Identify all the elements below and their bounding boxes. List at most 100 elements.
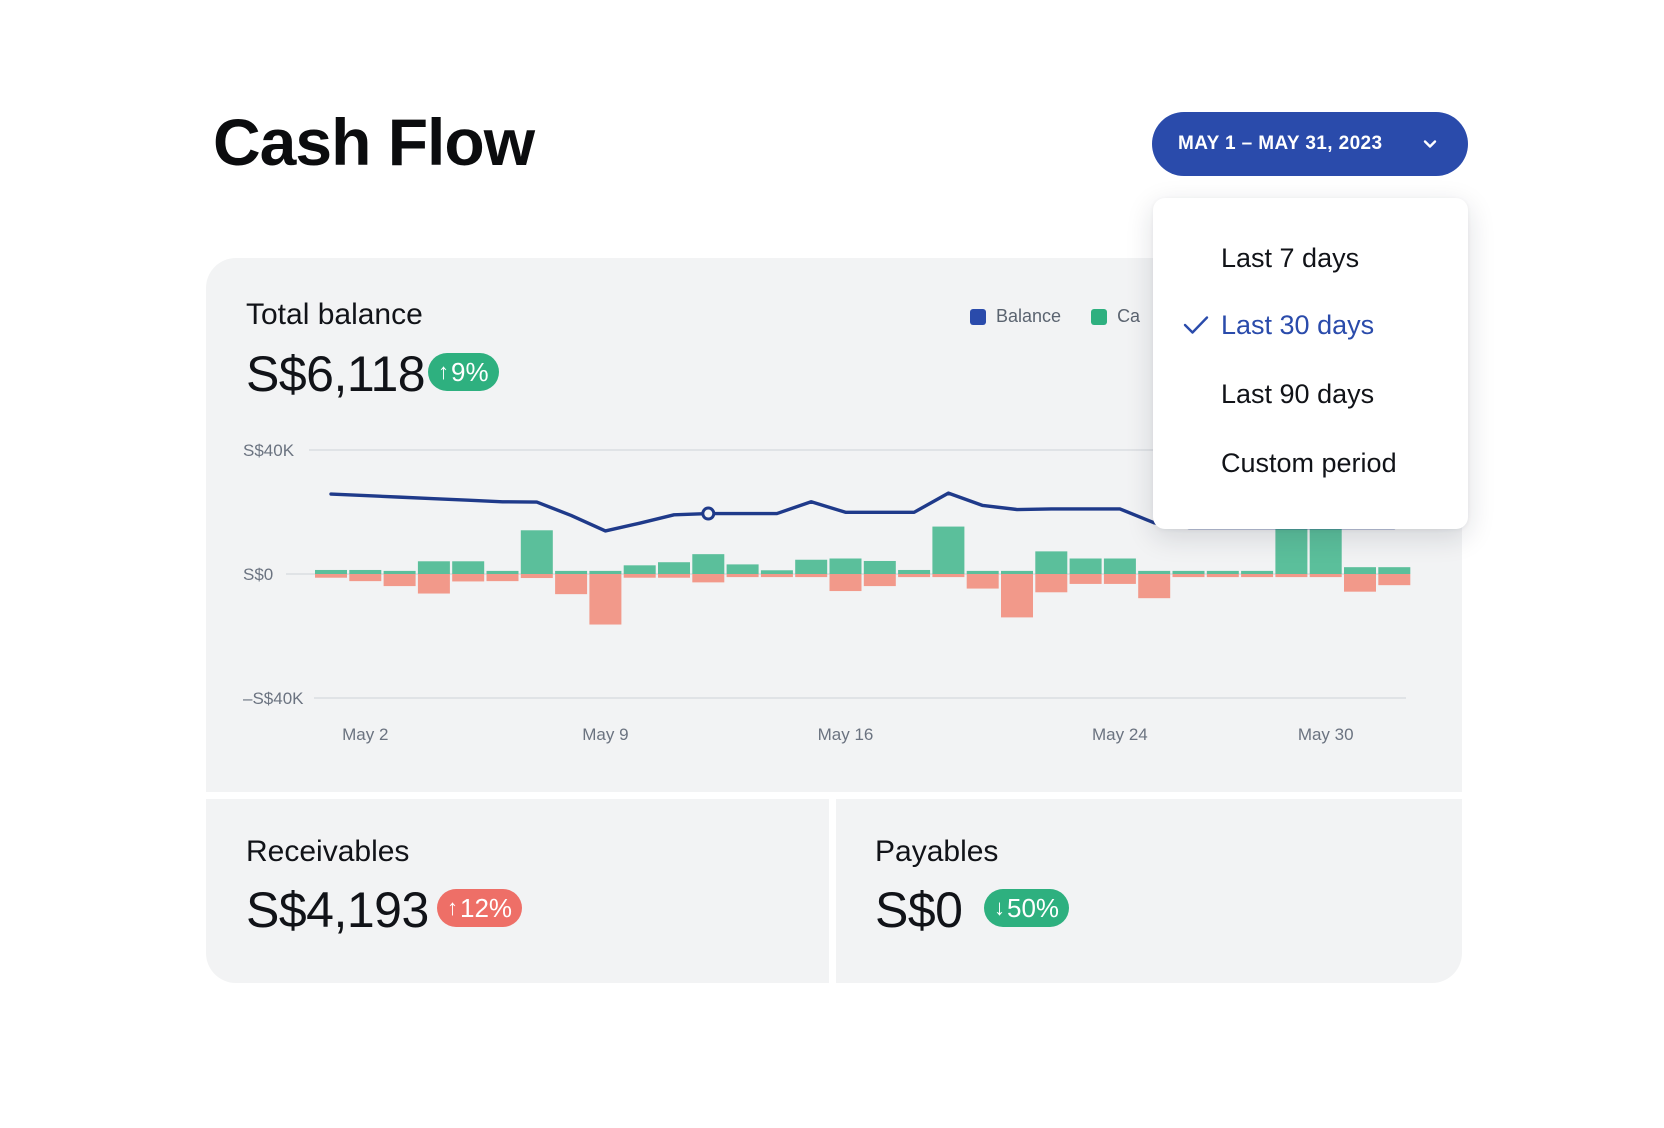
bar-cash-out (520, 574, 553, 579)
bar-cash-out (417, 574, 450, 594)
date-range-dropdown: Last 7 days Last 30 days Last 90 days Cu… (1153, 198, 1468, 529)
dropdown-option-last-30-days[interactable]: Last 30 days (1153, 297, 1468, 353)
y-tick-label: –S$40K (243, 689, 304, 708)
bar-cash-out (1344, 574, 1376, 592)
bar-cash-in (1309, 528, 1342, 574)
bar-cash-in (795, 559, 828, 574)
receivables-card (206, 799, 829, 983)
bar-cash-in (1103, 558, 1136, 574)
bar-cash-out (1035, 574, 1068, 593)
bar-cash-out (829, 574, 862, 592)
chart-legend: Balance Ca (970, 306, 1160, 327)
legend-item-cash: Ca (1091, 306, 1140, 327)
bar-cash-in (520, 530, 553, 574)
bar-cash-out (1241, 574, 1274, 578)
checkmark-icon (1183, 316, 1209, 334)
total-balance-amount: S$6,118 (246, 346, 426, 402)
bar-cash-in (383, 570, 416, 574)
bar-cash-in (589, 570, 622, 574)
bar-cash-out (623, 574, 656, 578)
payables-label: Payables (875, 835, 999, 868)
dropdown-option-last-90-days[interactable]: Last 90 days (1153, 366, 1468, 422)
legend-label-cash: Ca (1117, 306, 1141, 326)
dropdown-option-label: Custom period (1221, 447, 1397, 478)
bar-cash-out (349, 574, 382, 582)
bar-cash-out (486, 574, 519, 582)
bar-cash-in (863, 560, 896, 574)
bar-cash-in (829, 558, 862, 574)
bar-cash-out (1275, 574, 1308, 578)
page-title: Cash Flow (213, 105, 535, 179)
y-tick-label: S$40K (243, 441, 295, 460)
x-tick-label: May 9 (582, 725, 628, 744)
dropdown-option-label: Last 90 days (1221, 378, 1375, 409)
arrow-up-icon: ↑ (438, 359, 449, 384)
payables-card (836, 799, 1462, 983)
receivables-amount: S$4,193 (246, 882, 429, 938)
dropdown-option-last-7-days[interactable]: Last 7 days (1153, 230, 1468, 286)
bar-cash-in (1035, 551, 1068, 574)
receivables-label: Receivables (246, 835, 410, 868)
dropdown-option-custom-period[interactable]: Custom period (1153, 435, 1468, 491)
bar-cash-out (658, 574, 690, 578)
total-balance-change-badge: ↑ 9% (428, 353, 499, 391)
arrow-down-icon: ↓ (994, 895, 1005, 920)
bar-cash-out (760, 574, 793, 578)
bar-cash-out (555, 574, 588, 595)
bar-cash-out (726, 574, 759, 578)
legend-swatch-balance (970, 308, 986, 325)
bar-cash-in (452, 561, 485, 574)
bar-cash-in (486, 570, 519, 574)
bar-cash-in (966, 570, 999, 574)
dropdown-option-label: Last 30 days (1221, 309, 1375, 340)
bar-cash-in (658, 562, 690, 574)
legend-swatch-cash (1091, 308, 1108, 325)
bar-cash-in (1138, 570, 1171, 574)
bar-cash-out (932, 574, 965, 578)
bar-cash-in (1378, 567, 1411, 574)
bar-cash-out (1001, 574, 1033, 618)
payables-amount: S$0 (875, 882, 963, 938)
receivables-change: 12% (460, 892, 513, 923)
payables-change-badge: ↓ 50% (984, 889, 1070, 927)
bar-cash-in (898, 569, 931, 574)
x-tick-label: May 30 (1298, 725, 1354, 744)
bar-cash-in (1172, 570, 1205, 574)
bar-cash-out (1069, 574, 1102, 584)
receivables-change-badge: ↑ 12% (437, 889, 523, 927)
bar-cash-out (589, 574, 622, 625)
bar-cash-in (760, 570, 793, 574)
bar-cash-in (1206, 570, 1239, 574)
bar-cash-out (452, 574, 485, 582)
bar-cash-out (966, 574, 999, 589)
date-range-button[interactable]: MAY 1 – MAY 31, 2023 (1152, 112, 1468, 176)
bar-cash-out (1103, 574, 1136, 584)
bar-cash-in (726, 564, 759, 574)
dropdown-option-label: Last 7 days (1221, 242, 1360, 273)
balance-highlight-point (701, 506, 716, 521)
bar-cash-in (1001, 570, 1033, 574)
bar-cash-out (1172, 574, 1205, 578)
total-balance-change: 9% (451, 356, 489, 387)
bar-cash-out (898, 574, 931, 578)
arrow-up-icon: ↑ (447, 895, 458, 920)
date-range-label: MAY 1 – MAY 31, 2023 (1178, 133, 1383, 154)
bar-cash-in (1344, 567, 1376, 574)
bar-cash-in (1069, 558, 1102, 574)
bar-cash-in (1275, 528, 1308, 574)
bar-cash-in (555, 570, 588, 574)
bar-cash-in (417, 561, 450, 574)
bar-cash-out (315, 574, 347, 578)
bar-cash-out (692, 574, 725, 583)
total-balance-label: Total balance (246, 298, 423, 331)
legend-label-balance: Balance (996, 306, 1062, 326)
bar-cash-out (383, 574, 416, 587)
bar-cash-in (315, 569, 347, 574)
bar-cash-in (623, 565, 656, 574)
bar-cash-in (692, 554, 725, 574)
legend-item-balance: Balance (970, 306, 1061, 327)
bar-cash-in (1241, 570, 1274, 574)
x-tick-label: May 16 (818, 725, 874, 744)
payables-change: 50% (1007, 892, 1060, 923)
bar-cash-out (1309, 574, 1342, 578)
